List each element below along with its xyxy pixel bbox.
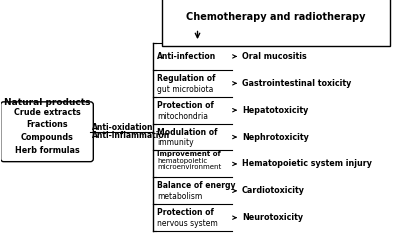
Text: nervous system: nervous system: [157, 219, 218, 228]
Text: Neurotoxicity: Neurotoxicity: [242, 213, 303, 222]
Text: Herb formulas: Herb formulas: [14, 146, 79, 154]
Text: metabolism: metabolism: [157, 192, 202, 201]
Text: Crude extracts: Crude extracts: [14, 108, 80, 117]
Text: Natural products: Natural products: [4, 98, 90, 107]
Text: Anti-inflammation: Anti-inflammation: [92, 131, 170, 140]
Text: microenvironment: microenvironment: [157, 164, 221, 170]
Text: Protection of: Protection of: [157, 101, 214, 110]
Text: Cardiotoxicity: Cardiotoxicity: [242, 186, 305, 195]
Text: Compounds: Compounds: [20, 133, 73, 142]
Text: immunity: immunity: [157, 138, 194, 147]
Text: Oral mucositis: Oral mucositis: [242, 52, 307, 61]
Text: Fractions: Fractions: [26, 120, 68, 130]
Text: Improvement of: Improvement of: [157, 151, 221, 157]
Text: Nephrotoxicity: Nephrotoxicity: [242, 132, 309, 141]
Text: Protection of: Protection of: [157, 208, 214, 217]
Text: mitochondria: mitochondria: [157, 112, 208, 120]
Text: Balance of energy: Balance of energy: [157, 182, 235, 190]
Text: Modulation of: Modulation of: [157, 128, 217, 137]
Text: Gastrointestinal toxicity: Gastrointestinal toxicity: [242, 79, 351, 88]
FancyBboxPatch shape: [1, 102, 93, 162]
Text: Hepatotoxicity: Hepatotoxicity: [242, 106, 308, 115]
Text: Regulation of: Regulation of: [157, 74, 215, 83]
Text: Anti-infection: Anti-infection: [157, 52, 216, 61]
Text: hematopoietic: hematopoietic: [157, 158, 207, 164]
Text: Anti-oxidation: Anti-oxidation: [92, 124, 154, 132]
Text: gut microbiota: gut microbiota: [157, 85, 213, 94]
Text: Chemotherapy and radiotherapy: Chemotherapy and radiotherapy: [186, 12, 365, 22]
Text: Hematopoietic system injury: Hematopoietic system injury: [242, 160, 372, 168]
